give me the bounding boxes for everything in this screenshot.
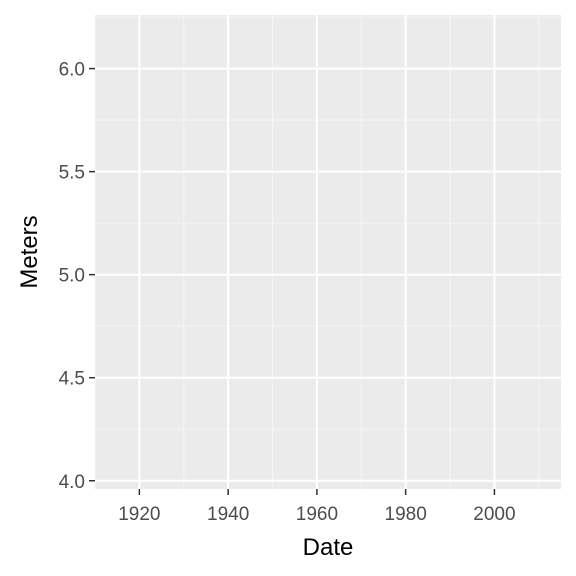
y-axis-title: Meters: [16, 215, 43, 288]
y-tick-label: 4.0: [59, 472, 85, 493]
x-tick-label: 1960: [296, 504, 338, 525]
y-tick-label: 5.5: [59, 163, 85, 184]
x-axis-title: Date: [303, 534, 354, 561]
x-tick-label: 2000: [473, 504, 515, 525]
x-tick-label: 1940: [207, 504, 249, 525]
plot-panel: [95, 15, 561, 489]
major-gridlines: [95, 15, 561, 489]
minor-gridlines: [94, 15, 561, 489]
y-axis: 4.0 4.5 5.0 5.5 6.0: [59, 60, 95, 493]
x-axis: 1920 1940 1960 1980 2000: [118, 489, 516, 525]
y-tick-label: 5.0: [59, 266, 85, 287]
y-tick-label: 4.5: [59, 369, 85, 390]
y-tick-label: 6.0: [59, 60, 85, 81]
x-tick-label: 1920: [118, 504, 160, 525]
x-tick-label: 1980: [385, 504, 427, 525]
